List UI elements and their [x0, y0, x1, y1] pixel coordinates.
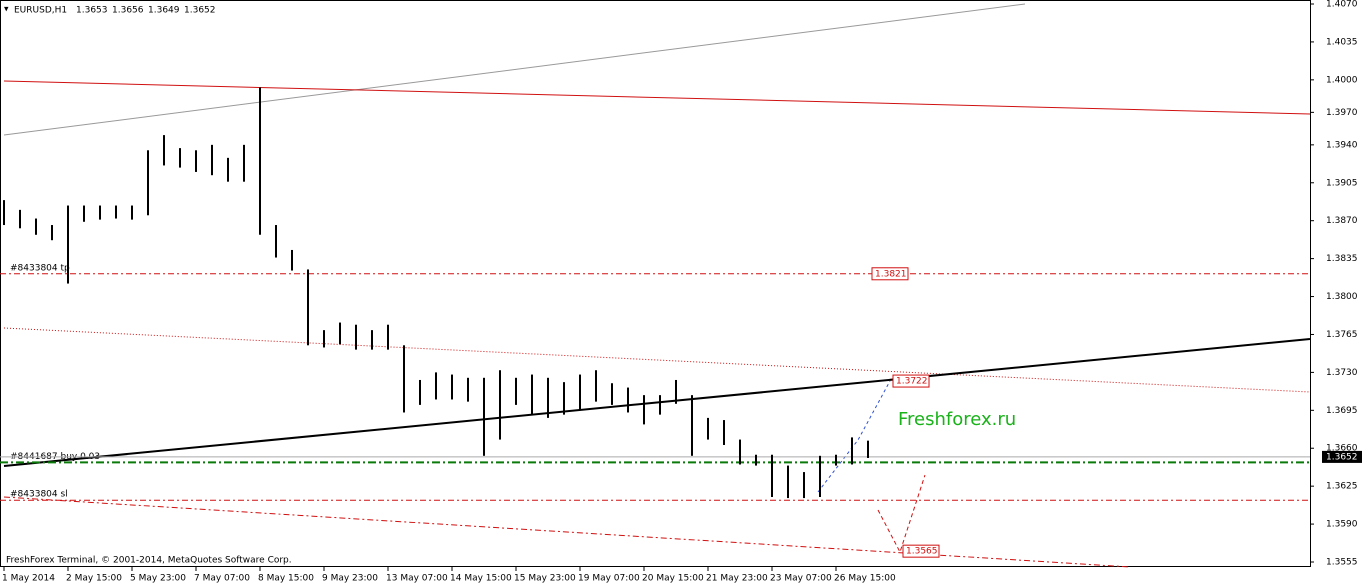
x-tick-label: 8 May 15:00	[258, 574, 314, 584]
price-label-box	[871, 267, 909, 281]
y-tick-label: 1.3555	[1326, 558, 1358, 568]
y-tick-label: 1.4070	[1326, 0, 1358, 10]
y-tick-label: 1.3800	[1326, 292, 1358, 302]
x-tick-label: 14 May 15:00	[450, 574, 512, 584]
price-label: 1.3722	[896, 377, 928, 387]
x-tick-label: 15 May 23:00	[514, 574, 576, 584]
price-box	[1322, 450, 1362, 463]
y-tick-label: 1.3695	[1326, 406, 1358, 416]
x-tick-label: 21 May 23:00	[706, 574, 768, 584]
y-tick-label: 1.3765	[1326, 330, 1358, 340]
y-tick-label: 1.3970	[1326, 108, 1358, 118]
symbol: EURUSD,H1	[14, 6, 67, 16]
current-price-label: 1.3652	[1326, 452, 1358, 462]
x-tick-label: 5 May 23:00	[130, 574, 186, 584]
triangle: ▾	[4, 5, 9, 15]
level-label: #8433804 sl	[10, 490, 68, 500]
quote-value: 1.3653	[76, 6, 108, 16]
forecast-line	[877, 474, 926, 554]
y-tick-label: 1.3660	[1326, 444, 1358, 454]
quote-value: 1.3656	[112, 6, 144, 16]
x-tick-label: 1 May 2014	[2, 574, 55, 584]
y-tick-label: 1.3905	[1326, 178, 1358, 188]
watermark: Freshforex.ru	[898, 409, 1016, 430]
quote-value: 1.3652	[184, 6, 216, 16]
y-tick-label: 1.3625	[1326, 482, 1358, 492]
x-tick-label: 26 May 15:00	[834, 574, 896, 584]
y-tick-label: 1.3940	[1326, 140, 1358, 150]
x-tick-label: 20 May 15:00	[642, 574, 704, 584]
channel-line	[3, 496, 1131, 568]
x-tick-label: 9 May 23:00	[322, 574, 378, 584]
y-tick-label: 1.3835	[1326, 254, 1358, 264]
plot-frame	[0, 0, 1311, 567]
trendline	[3, 3, 1026, 136]
trendline	[3, 80, 1311, 115]
x-tick-label: 23 May 07:00	[770, 574, 832, 584]
y-tick-label: 1.3590	[1326, 520, 1358, 530]
quote-value: 1.3649	[148, 6, 180, 16]
level-label: #8433804 tp	[10, 263, 70, 273]
price-label: 1.3821	[875, 269, 907, 279]
y-tick-label: 1.4035	[1326, 37, 1358, 47]
footer: FreshForex Terminal, © 2001-2014, MetaQu…	[6, 556, 292, 566]
channel-line	[3, 327, 1311, 393]
price-label-box	[902, 544, 940, 558]
x-tick-label: 19 May 07:00	[578, 574, 640, 584]
y-tick-label: 1.4000	[1326, 75, 1358, 85]
x-tick-label: 7 May 07:00	[194, 574, 250, 584]
price-label: 1.3565	[906, 547, 938, 557]
x-tick-label: 13 May 07:00	[386, 574, 448, 584]
x-tick-label: 2 May 15:00	[66, 574, 122, 584]
forecast-line	[817, 380, 891, 493]
y-tick-label: 1.3870	[1326, 216, 1358, 226]
price-label-box	[892, 374, 930, 388]
trendline	[3, 338, 1311, 467]
y-tick-label: 1.3730	[1326, 368, 1358, 378]
